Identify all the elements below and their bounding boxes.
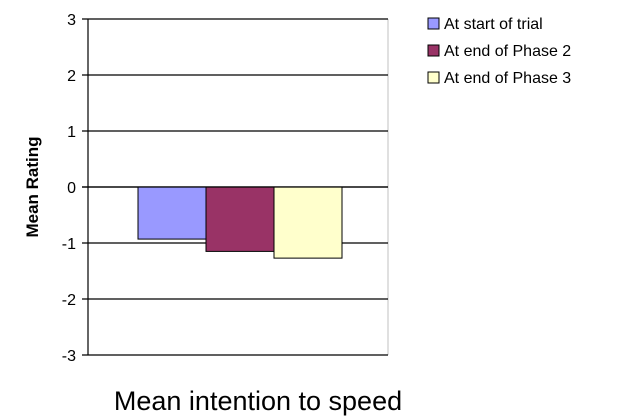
x-axis-label: Mean intention to speed — [114, 386, 402, 416]
y-tick-label: 0 — [67, 180, 76, 197]
legend-item-1: At start of trial — [427, 16, 543, 33]
y-tick-label: -2 — [62, 292, 76, 309]
y-tick-label: 1 — [67, 124, 76, 141]
legend: At start of trial At end of Phase 2 At e… — [427, 16, 571, 87]
y-axis-ticks: 3 2 1 0 -1 -2 -3 — [62, 12, 76, 365]
legend-label-1: At start of trial — [444, 16, 543, 33]
y-tick-label: -1 — [62, 236, 76, 253]
legend-label-2: At end of Phase 2 — [444, 43, 571, 60]
y-tick-label: 3 — [67, 12, 76, 29]
bar-series-1 — [137, 186, 207, 240]
legend-swatch-3 — [427, 71, 440, 84]
y-axis-label: Mean Rating — [23, 136, 42, 237]
legend-label-3: At end of Phase 3 — [444, 70, 571, 87]
bar-series-3 — [273, 186, 343, 259]
legend-swatch-1 — [427, 17, 440, 30]
y-tick-label: 2 — [67, 68, 76, 85]
legend-item-2: At end of Phase 2 — [427, 43, 571, 60]
legend-item-3: At end of Phase 3 — [427, 70, 571, 87]
bars — [82, 186, 388, 259]
bar-series-2 — [205, 186, 275, 252]
y-tick-label: -3 — [62, 348, 76, 365]
legend-swatch-2 — [427, 44, 440, 57]
